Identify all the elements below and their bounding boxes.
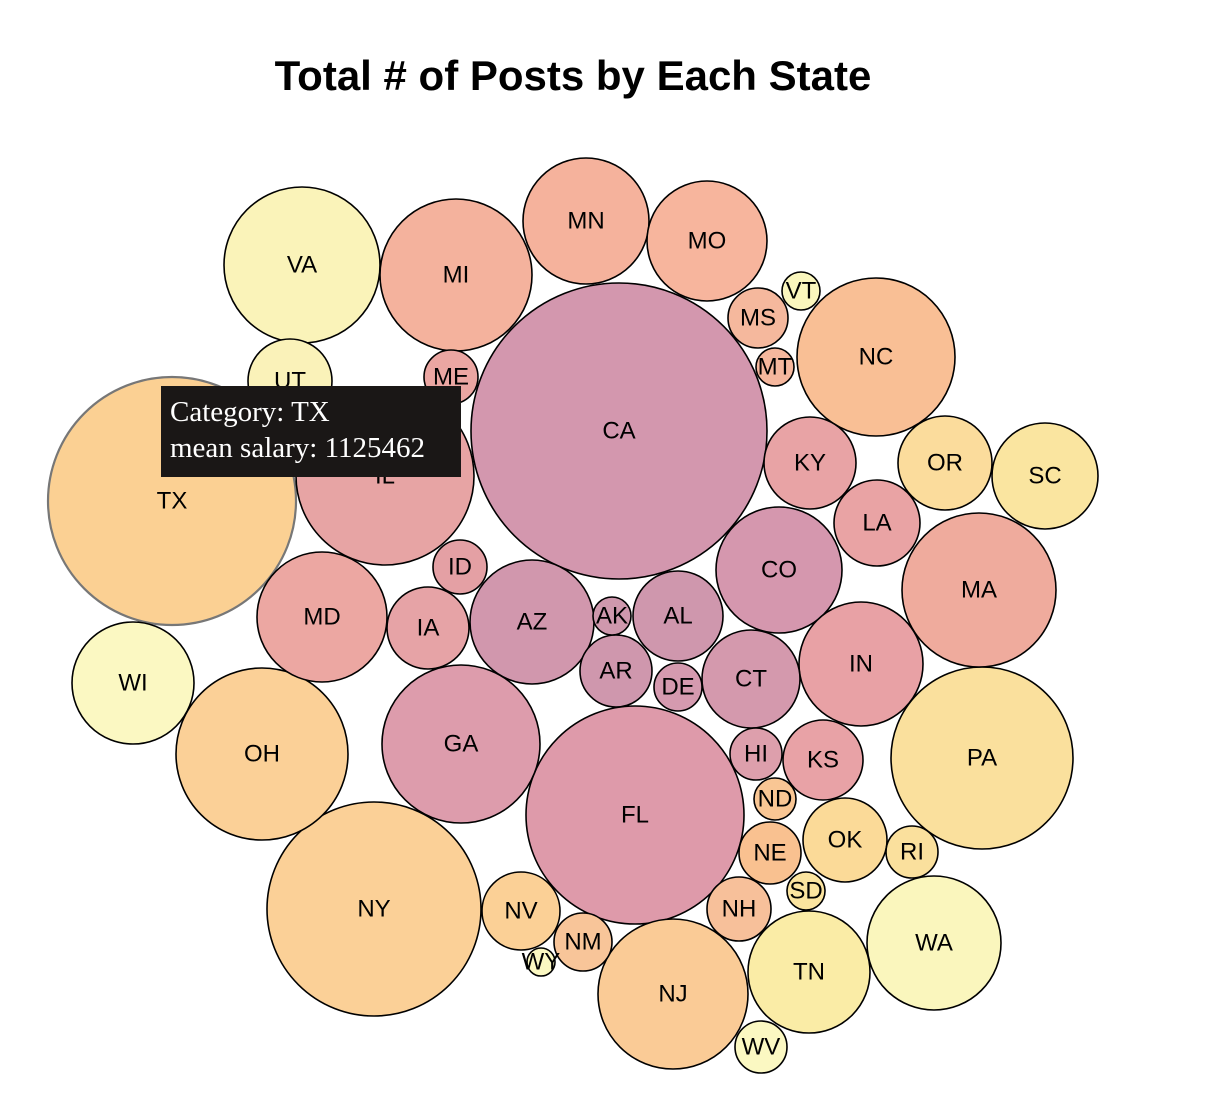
bubble-ms[interactable]: MS — [727, 287, 789, 349]
bubble-circle-wi[interactable] — [71, 621, 195, 745]
chart-title: Total # of Posts by Each State — [274, 52, 872, 99]
bubble-circle-ca[interactable] — [470, 282, 768, 580]
bubble-ky[interactable]: KY — [763, 416, 857, 510]
bubble-de[interactable]: DE — [653, 662, 703, 712]
bubble-nv[interactable]: NV — [481, 871, 561, 951]
bubble-circle-va[interactable] — [223, 186, 381, 344]
bubble-wa[interactable]: WA — [866, 875, 1002, 1011]
tooltip-category: Category: TX — [170, 396, 330, 428]
bubble-ar[interactable]: AR — [579, 634, 653, 708]
bubble-fl[interactable]: FL — [525, 705, 745, 925]
bubble-circle-ok[interactable] — [802, 797, 888, 883]
bubble-ma[interactable]: MA — [901, 512, 1057, 668]
bubble-wi[interactable]: WI — [71, 621, 195, 745]
bubble-circle-nc[interactable] — [796, 277, 956, 437]
bubble-circle-nd[interactable] — [753, 777, 797, 821]
bubble-mo[interactable]: MO — [646, 180, 768, 302]
bubble-ks[interactable]: KS — [782, 719, 864, 801]
bubble-mn[interactable]: MN — [522, 157, 650, 285]
tooltip: Category: TX mean salary: 1125462 — [161, 386, 461, 477]
bubble-circle-ne[interactable] — [738, 821, 802, 885]
bubble-circle-wy[interactable] — [526, 947, 556, 977]
bubble-circle-oh[interactable] — [175, 667, 349, 841]
bubble-circle-mt[interactable] — [755, 347, 795, 387]
bubble-id[interactable]: ID — [432, 539, 488, 595]
bubble-circle-ny[interactable] — [266, 801, 482, 1017]
bubble-mi[interactable]: MI — [379, 198, 533, 352]
bubble-nc[interactable]: NC — [796, 277, 956, 437]
bubble-circle-md[interactable] — [256, 551, 388, 683]
bubble-circle-hi[interactable] — [729, 727, 783, 781]
bubble-circle-la[interactable] — [833, 479, 921, 567]
bubble-circle-tn[interactable] — [747, 910, 871, 1034]
bubble-circle-al[interactable] — [632, 570, 724, 662]
bubble-nm[interactable]: NM — [553, 912, 613, 972]
bubble-circle-ga[interactable] — [381, 664, 541, 824]
bubble-ri[interactable]: RI — [885, 825, 939, 879]
bubble-ne[interactable]: NE — [738, 821, 802, 885]
bubble-vt[interactable]: VT — [781, 271, 821, 311]
bubble-circle-id[interactable] — [432, 539, 488, 595]
bubble-al[interactable]: AL — [632, 570, 724, 662]
bubble-circle-nv[interactable] — [481, 871, 561, 951]
bubble-pa[interactable]: PA — [890, 666, 1074, 850]
bubble-circle-wa[interactable] — [866, 875, 1002, 1011]
bubble-ga[interactable]: GA — [381, 664, 541, 824]
bubble-nd[interactable]: ND — [753, 777, 797, 821]
bubble-circle-sc[interactable] — [991, 422, 1099, 530]
bubble-in[interactable]: IN — [798, 601, 924, 727]
bubble-oh[interactable]: OH — [175, 667, 349, 841]
bubble-mt[interactable]: MT — [755, 347, 795, 387]
bubble-va[interactable]: VA — [223, 186, 381, 344]
bubble-circle-ri[interactable] — [885, 825, 939, 879]
bubble-or[interactable]: OR — [897, 415, 993, 511]
bubble-wy[interactable]: WY — [522, 947, 561, 977]
bubble-ct[interactable]: CT — [701, 629, 801, 729]
bubble-ok[interactable]: OK — [802, 797, 888, 883]
bubble-ny[interactable]: NY — [266, 801, 482, 1017]
bubble-circle-ia[interactable] — [386, 586, 470, 670]
bubble-hi[interactable]: HI — [729, 727, 783, 781]
bubble-md[interactable]: MD — [256, 551, 388, 683]
bubble-circle-ms[interactable] — [727, 287, 789, 349]
bubble-circle-wv[interactable] — [734, 1020, 788, 1074]
bubble-la[interactable]: LA — [833, 479, 921, 567]
bubble-circle-mo[interactable] — [646, 180, 768, 302]
bubble-circle-in[interactable] — [798, 601, 924, 727]
tooltip-mean-salary: mean salary: 1125462 — [170, 432, 426, 464]
bubble-sd[interactable]: SD — [786, 871, 826, 911]
bubble-circle-ak[interactable] — [592, 596, 632, 636]
bubble-circle-vt[interactable] — [781, 271, 821, 311]
bubble-circle-mi[interactable] — [379, 198, 533, 352]
bubble-circle-mn[interactable] — [522, 157, 650, 285]
bubble-circle-nj[interactable] — [597, 918, 749, 1070]
bubble-circle-ks[interactable] — [782, 719, 864, 801]
bubble-circle-nm[interactable] — [553, 912, 613, 972]
bubble-ia[interactable]: IA — [386, 586, 470, 670]
bubble-circle-ar[interactable] — [579, 634, 653, 708]
bubble-circle-ky[interactable] — [763, 416, 857, 510]
bubble-circle-ct[interactable] — [701, 629, 801, 729]
bubble-wv[interactable]: WV — [734, 1020, 788, 1074]
bubble-circle-nh[interactable] — [706, 876, 772, 942]
bubble-circle-az[interactable] — [469, 559, 595, 685]
bubble-circle-de[interactable] — [653, 662, 703, 712]
bubble-circle-co[interactable] — [715, 506, 843, 634]
bubble-circle-ma[interactable] — [901, 512, 1057, 668]
bubble-circle-sd[interactable] — [786, 871, 826, 911]
bubble-circle-pa[interactable] — [890, 666, 1074, 850]
bubble-nh[interactable]: NH — [706, 876, 772, 942]
bubble-tn[interactable]: TN — [747, 910, 871, 1034]
bubble-ak[interactable]: AK — [592, 596, 632, 636]
bubble-circle-or[interactable] — [897, 415, 993, 511]
bubble-sc[interactable]: SC — [991, 422, 1099, 530]
bubble-nj[interactable]: NJ — [597, 918, 749, 1070]
bubble-circle-fl[interactable] — [525, 705, 745, 925]
bubble-ca[interactable]: CA — [470, 282, 768, 580]
bubble-az[interactable]: AZ — [469, 559, 595, 685]
